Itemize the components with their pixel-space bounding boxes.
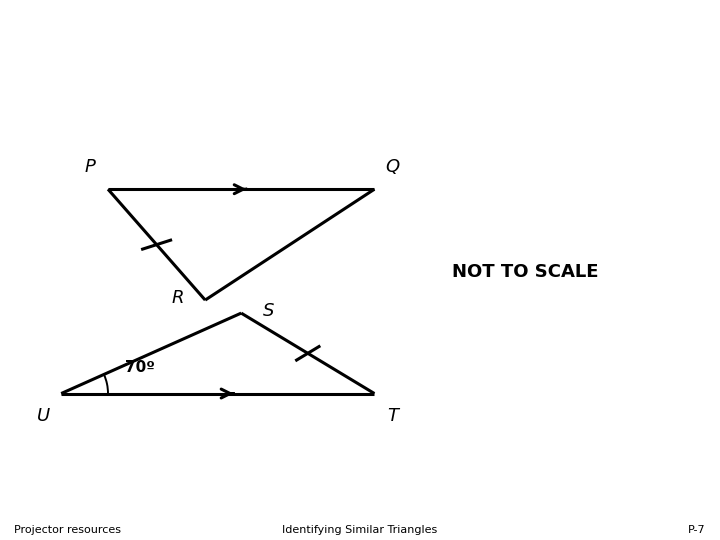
Text: Identifying Similar Triangles: Identifying Similar Triangles [282,524,438,535]
Text: and: and [307,25,385,53]
Text: U: U [37,407,50,424]
Text: Are triangles: Are triangles [29,25,242,53]
Text: PQR: PQR [242,25,307,53]
Text: P: P [84,158,96,176]
Text: Q: Q [385,158,400,176]
Text: T: T [387,407,398,424]
Text: S: S [263,302,274,320]
Text: NOT TO SCALE: NOT TO SCALE [452,263,599,281]
Text: P-7: P-7 [688,524,706,535]
Text: STU: STU [385,25,446,53]
Text: Projector resources: Projector resources [14,524,122,535]
Text: 70º: 70º [125,360,155,375]
Text: similar?: similar? [446,25,579,53]
Text: R: R [171,289,184,307]
